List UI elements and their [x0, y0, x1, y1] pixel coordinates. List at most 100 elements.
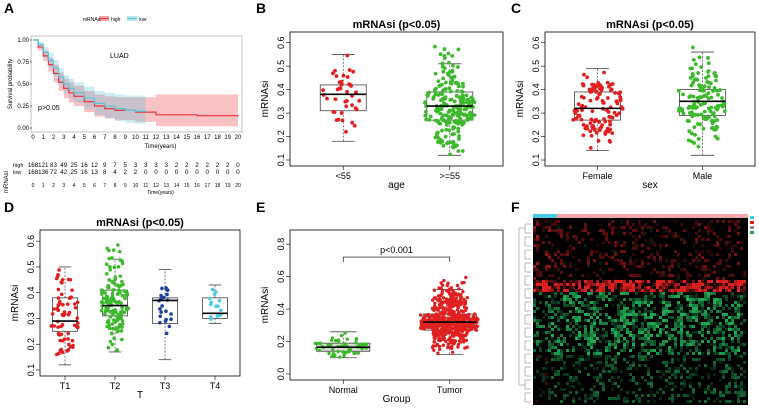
- heatmap-cell: [677, 316, 680, 319]
- heatmap-cell: [542, 289, 545, 292]
- heatmap-cell: [686, 274, 689, 277]
- heatmap-cell: [647, 322, 650, 325]
- heatmap-cell: [587, 397, 590, 400]
- heatmap-cell: [605, 334, 608, 337]
- heatmap-cell: [698, 253, 701, 256]
- heatmap-cell: [668, 346, 671, 349]
- point-Male: [714, 78, 718, 83]
- heatmap-cell: [605, 364, 608, 367]
- heatmap-cell: [587, 232, 590, 235]
- point->=55: [461, 81, 465, 86]
- point-Tumor: [445, 283, 450, 288]
- heatmap-cell: [671, 361, 674, 364]
- heatmap-cell: [674, 337, 677, 340]
- heatmap-cell: [638, 400, 641, 403]
- heatmap-cell: [614, 325, 617, 328]
- heatmap-cell: [743, 289, 746, 292]
- heatmap-cell: [614, 346, 617, 349]
- heatmap-cell: [725, 322, 728, 325]
- heatmap-cell: [563, 337, 566, 340]
- point-Female: [588, 129, 593, 134]
- heatmap-cell: [593, 352, 596, 355]
- heatmap-cell: [560, 292, 563, 295]
- heatmap-cell: [707, 292, 710, 295]
- heatmap-cell: [584, 349, 587, 352]
- heatmap-cell: [542, 280, 545, 283]
- heatmap-cell: [659, 331, 662, 334]
- heatmap-cell: [698, 343, 701, 346]
- point-T2: [123, 296, 127, 301]
- heatmap-cell: [698, 235, 701, 238]
- heatmap-cell: [707, 397, 710, 400]
- heatmap-cell: [737, 310, 740, 313]
- heatmap-cell: [740, 280, 743, 283]
- heatmap-cell: [740, 379, 743, 382]
- point-T1: [56, 308, 61, 313]
- point-Male: [690, 66, 695, 71]
- heatmap-cell: [563, 289, 566, 292]
- heatmap-cell: [557, 355, 560, 358]
- heatmap-cell: [644, 316, 647, 319]
- heatmap-cell: [668, 340, 671, 343]
- point-Female: [592, 83, 597, 87]
- heatmap-cell: [683, 358, 686, 361]
- heatmap-cell: [629, 256, 632, 259]
- heatmap-cell: [713, 388, 716, 391]
- heatmap-cell: [569, 379, 572, 382]
- heatmap-cell: [701, 244, 704, 247]
- heatmap-cell: [665, 349, 668, 352]
- point-Tumor: [446, 298, 450, 302]
- heatmap-cell: [545, 280, 548, 283]
- heatmap-cell: [572, 304, 575, 307]
- heatmap-cell: [629, 334, 632, 337]
- point-T1: [70, 338, 75, 343]
- heatmap-cell: [647, 328, 650, 331]
- point->=55: [440, 128, 444, 133]
- heatmap-cell: [707, 322, 710, 325]
- heatmap-cell: [623, 304, 626, 307]
- heatmap-cell: [602, 370, 605, 373]
- heatmap-cell: [725, 319, 728, 322]
- risk-xtick-label: 15: [184, 183, 190, 189]
- heatmap-cell: [563, 262, 566, 265]
- heatmap-cell: [593, 304, 596, 307]
- heatmap-cell: [560, 298, 563, 301]
- heatmap-cell: [653, 307, 656, 310]
- heatmap-cell: [629, 283, 632, 286]
- point-T2: [111, 248, 116, 252]
- ytick-label: 0.5: [276, 60, 286, 73]
- point-Male: [715, 88, 719, 93]
- heatmap-cell: [695, 283, 698, 286]
- heatmap-cell: [734, 334, 737, 337]
- heatmap-cell: [668, 382, 671, 385]
- heatmap-cell: [638, 310, 641, 313]
- point-T3: [167, 324, 172, 329]
- plot-frame: [289, 31, 504, 167]
- heatmap-cell: [548, 265, 551, 268]
- heatmap-cell: [554, 358, 557, 361]
- risk-value: 25: [71, 169, 78, 176]
- heatmap-cell: [602, 256, 605, 259]
- heatmap-cell: [695, 295, 698, 298]
- heatmap-cell: [689, 385, 692, 388]
- heatmap-cell: [638, 355, 641, 358]
- heatmap-cell: [566, 232, 569, 235]
- point-<55: [335, 87, 340, 92]
- heatmap-cell: [614, 343, 617, 346]
- point->=55: [448, 98, 453, 102]
- point-T3: [169, 317, 173, 322]
- heatmap-cell: [617, 376, 620, 379]
- point-T3: [164, 309, 168, 314]
- point-T2: [112, 336, 116, 341]
- point-T1: [68, 295, 73, 300]
- heatmap-cell: [542, 226, 545, 229]
- point-Normal: [313, 341, 318, 346]
- heatmap-cell: [668, 361, 671, 364]
- heatmap-cell: [686, 295, 689, 298]
- heatmap-cell: [587, 259, 590, 262]
- heatmap-cell: [743, 319, 746, 322]
- point-T2: [110, 291, 115, 296]
- point-T4: [207, 296, 212, 301]
- heatmap-cell: [707, 316, 710, 319]
- heatmap-cell: [629, 226, 632, 229]
